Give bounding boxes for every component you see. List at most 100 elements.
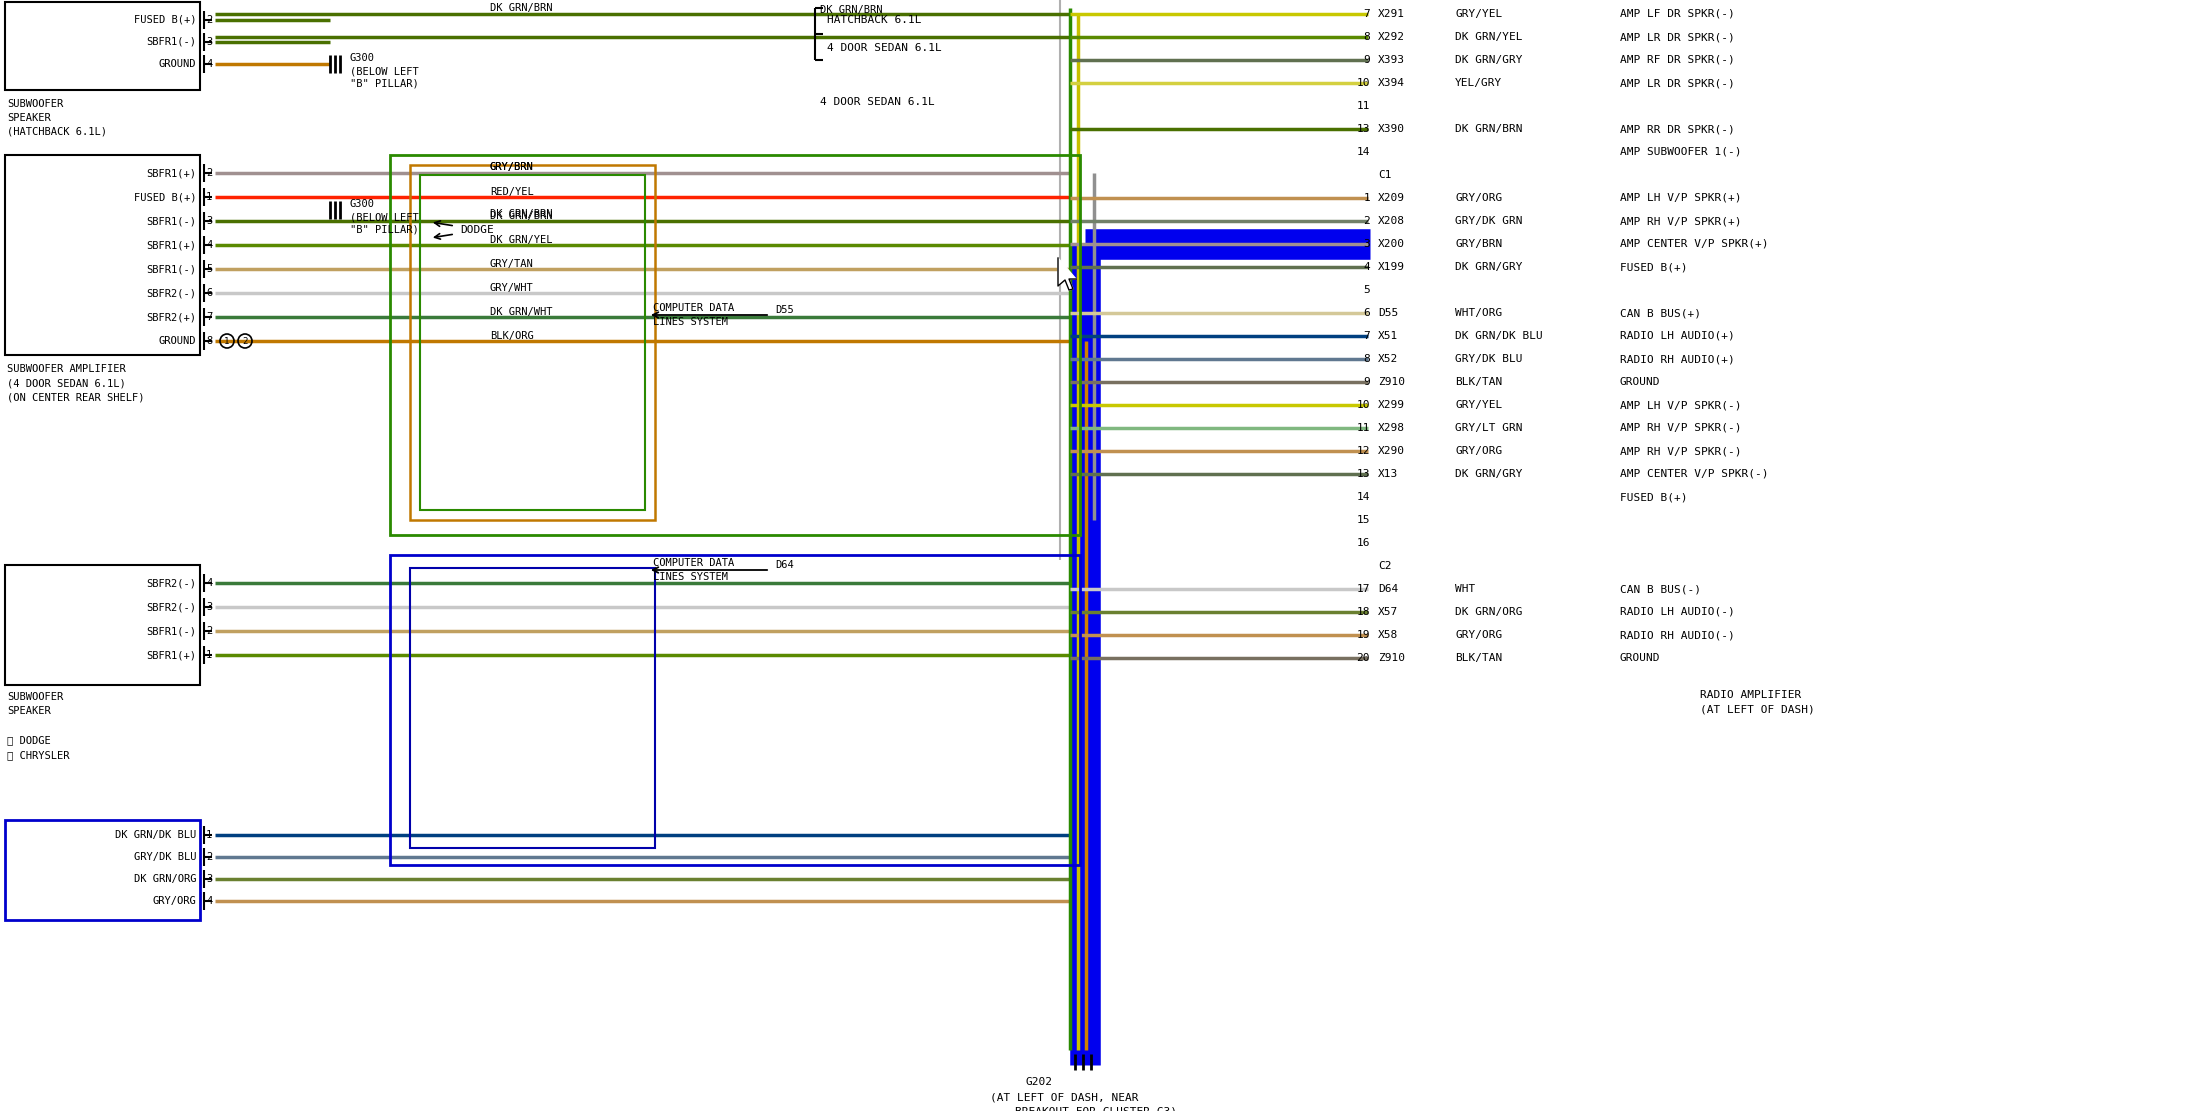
- Text: (4 DOOR SEDAN 6.1L): (4 DOOR SEDAN 6.1L): [7, 378, 125, 388]
- Text: 8: 8: [1364, 32, 1371, 42]
- Text: DK GRN/GRY: DK GRN/GRY: [1454, 262, 1522, 272]
- Text: X57: X57: [1377, 607, 1399, 617]
- Text: RED/YEL: RED/YEL: [491, 187, 535, 197]
- Text: 11: 11: [1357, 423, 1371, 433]
- Text: X393: X393: [1377, 56, 1406, 66]
- Text: SBFR1(-): SBFR1(-): [145, 625, 196, 635]
- Text: GRY/TAN: GRY/TAN: [491, 259, 535, 269]
- Text: 9: 9: [1364, 377, 1371, 387]
- Text: DK GRN/BRN: DK GRN/BRN: [491, 3, 552, 13]
- Text: 8: 8: [207, 336, 211, 346]
- Text: FUSED B(+): FUSED B(+): [1619, 262, 1687, 272]
- Text: FUSED B(+): FUSED B(+): [1619, 492, 1687, 502]
- Text: 4: 4: [207, 578, 211, 588]
- Text: DK GRN/DK BLU: DK GRN/DK BLU: [114, 830, 196, 840]
- Text: X292: X292: [1377, 32, 1406, 42]
- Text: 2: 2: [1364, 216, 1371, 226]
- Bar: [389, 556, 1080, 865]
- Text: DK GRN/BRN: DK GRN/BRN: [491, 211, 552, 221]
- Text: 12: 12: [1357, 446, 1371, 456]
- Text: SBFR1(-): SBFR1(-): [145, 216, 196, 226]
- Text: X208: X208: [1377, 216, 1406, 226]
- Text: 1: 1: [207, 650, 211, 660]
- Bar: [420, 176, 645, 510]
- Text: BLK/ORG: BLK/ORG: [491, 331, 535, 341]
- Text: 2: 2: [207, 16, 211, 26]
- Text: 5: 5: [207, 264, 211, 274]
- Text: 1: 1: [1364, 193, 1371, 203]
- Text: 9: 9: [1364, 56, 1371, 66]
- Text: RADIO LH AUDIO(-): RADIO LH AUDIO(-): [1619, 607, 1736, 617]
- Text: SBFR1(+): SBFR1(+): [145, 168, 196, 178]
- Text: 1: 1: [224, 337, 229, 346]
- Text: 15: 15: [1357, 516, 1371, 526]
- Text: X290: X290: [1377, 446, 1406, 456]
- Text: CAN B BUS(-): CAN B BUS(-): [1619, 584, 1701, 594]
- Text: DK GRN/ORG: DK GRN/ORG: [134, 874, 196, 884]
- Text: G300: G300: [350, 199, 374, 209]
- Text: (BELOW LEFT: (BELOW LEFT: [350, 66, 418, 76]
- Text: 10: 10: [1357, 78, 1371, 88]
- Polygon shape: [1058, 258, 1076, 290]
- Text: 4: 4: [207, 895, 211, 905]
- Text: 14: 14: [1357, 147, 1371, 157]
- Text: G202: G202: [1025, 1077, 1052, 1087]
- Text: 4 DOOR SEDAN 6.1L: 4 DOOR SEDAN 6.1L: [821, 97, 935, 107]
- Text: D64: D64: [1377, 584, 1399, 594]
- Text: 6: 6: [207, 288, 211, 298]
- Text: DK GRN/ORG: DK GRN/ORG: [1454, 607, 1522, 617]
- Text: 2: 2: [207, 168, 211, 178]
- Text: 1: 1: [207, 830, 211, 840]
- Text: AMP LR DR SPKR(-): AMP LR DR SPKR(-): [1619, 78, 1736, 88]
- Text: 2: 2: [207, 625, 211, 635]
- Text: SBFR2(+): SBFR2(+): [145, 312, 196, 322]
- Text: SUBWOOFER AMPLIFIER: SUBWOOFER AMPLIFIER: [7, 364, 125, 374]
- Bar: [4, 156, 200, 356]
- Text: SBFR1(+): SBFR1(+): [145, 650, 196, 660]
- Text: 4: 4: [207, 59, 211, 69]
- Text: BREAKOUT FOR CLUSTER C3): BREAKOUT FOR CLUSTER C3): [1014, 1107, 1177, 1111]
- Text: GRY/BRN: GRY/BRN: [491, 162, 535, 172]
- Text: LINES SYSTEM: LINES SYSTEM: [653, 572, 728, 582]
- Text: 20: 20: [1357, 653, 1371, 663]
- Text: GRY/BRN: GRY/BRN: [1454, 239, 1503, 249]
- Text: RADIO LH AUDIO(+): RADIO LH AUDIO(+): [1619, 331, 1736, 341]
- Text: X299: X299: [1377, 400, 1406, 410]
- Text: 3: 3: [1364, 239, 1371, 249]
- Bar: [4, 565, 200, 685]
- Text: GRY/DK BLU: GRY/DK BLU: [134, 852, 196, 862]
- Text: FUSED B(+): FUSED B(+): [134, 192, 196, 202]
- Text: C2: C2: [1377, 561, 1390, 571]
- Text: GRY/DK GRN: GRY/DK GRN: [1454, 216, 1522, 226]
- Text: GROUND: GROUND: [1619, 377, 1661, 387]
- Text: AMP SUBWOOFER 1(-): AMP SUBWOOFER 1(-): [1619, 147, 1742, 157]
- Text: C1: C1: [1377, 170, 1390, 180]
- Text: AMP LH V/P SPKR(-): AMP LH V/P SPKR(-): [1619, 400, 1742, 410]
- Text: RADIO RH AUDIO(-): RADIO RH AUDIO(-): [1619, 630, 1736, 640]
- Text: COMPUTER DATA: COMPUTER DATA: [653, 303, 735, 313]
- Bar: [409, 166, 656, 520]
- Text: Z910: Z910: [1377, 377, 1406, 387]
- Text: DODGE: DODGE: [460, 226, 493, 236]
- Text: GROUND: GROUND: [1619, 653, 1661, 663]
- Text: GRY/ORG: GRY/ORG: [1454, 193, 1503, 203]
- Text: X52: X52: [1377, 354, 1399, 364]
- Text: 2: 2: [207, 852, 211, 862]
- Text: 6: 6: [1364, 308, 1371, 318]
- Text: DK GRN/YEL: DK GRN/YEL: [1454, 32, 1522, 42]
- Text: X51: X51: [1377, 331, 1399, 341]
- Text: DK GRN/GRY: DK GRN/GRY: [1454, 56, 1522, 66]
- Text: AMP CENTER V/P SPKR(-): AMP CENTER V/P SPKR(-): [1619, 469, 1769, 479]
- Text: X291: X291: [1377, 9, 1406, 19]
- Text: X394: X394: [1377, 78, 1406, 88]
- Text: 5: 5: [1364, 286, 1371, 296]
- Text: SBFR2(-): SBFR2(-): [145, 602, 196, 612]
- Text: AMP RH V/P SPKR(+): AMP RH V/P SPKR(+): [1619, 216, 1742, 226]
- Text: LINES SYSTEM: LINES SYSTEM: [653, 317, 728, 327]
- Text: 10: 10: [1357, 400, 1371, 410]
- Text: X200: X200: [1377, 239, 1406, 249]
- Bar: [409, 568, 656, 848]
- Text: D55: D55: [774, 306, 794, 316]
- Text: GRY/ORG: GRY/ORG: [152, 895, 196, 905]
- Text: AMP CENTER V/P SPKR(+): AMP CENTER V/P SPKR(+): [1619, 239, 1769, 249]
